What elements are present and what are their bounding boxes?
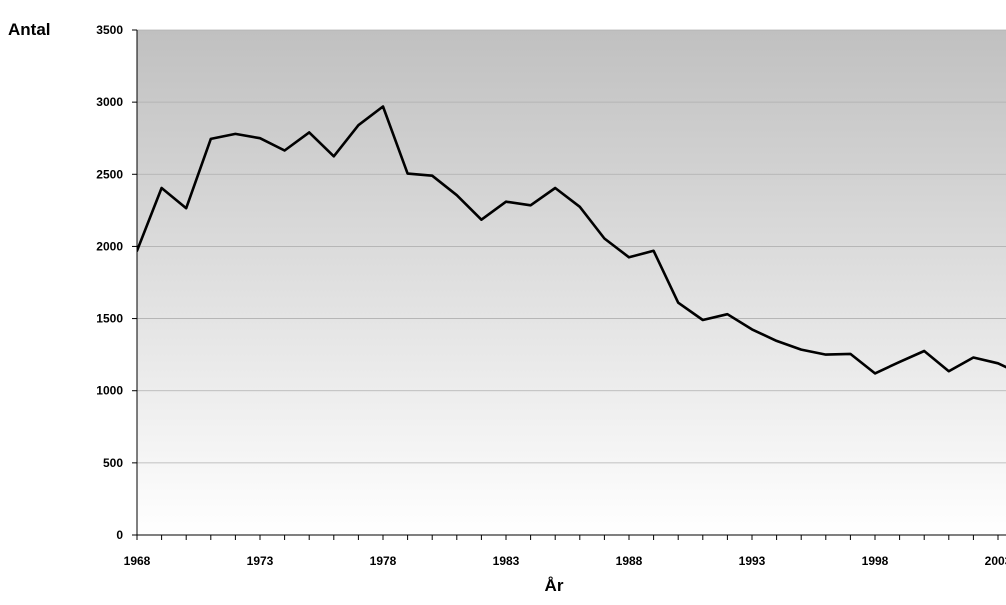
x-tick-label: 1998 xyxy=(862,554,889,568)
x-tick-label: 1973 xyxy=(247,554,274,568)
y-tick-label: 3000 xyxy=(96,95,123,109)
tick-labels: 0 500 1000 1500 2000 2500 3000 3500 1968 1973 1978… xyxy=(96,23,1006,568)
y-axis-title: Antal xyxy=(8,20,51,39)
y-tick-label: 2500 xyxy=(96,167,123,181)
y-tick-label: 500 xyxy=(103,456,123,470)
y-tick-label: 0 xyxy=(116,528,123,542)
gridlines xyxy=(137,29,1006,464)
x-tick-label: 1978 xyxy=(370,554,397,568)
plot-area xyxy=(137,30,1006,535)
x-tick-label: 1988 xyxy=(616,554,643,568)
x-axis-title: År xyxy=(545,576,564,595)
axes xyxy=(132,29,1006,540)
x-tick-label: 1993 xyxy=(739,554,766,568)
series-line xyxy=(137,105,1006,375)
y-tick-label: 3500 xyxy=(96,23,123,37)
y-tick-label: 1000 xyxy=(96,384,123,398)
y-tick-label: 2000 xyxy=(96,239,123,253)
x-tick-label: 1983 xyxy=(493,554,520,568)
y-tick-label: 1500 xyxy=(96,312,123,326)
x-tick-label: 2003 xyxy=(985,554,1006,568)
x-tick-label: 1968 xyxy=(124,554,151,568)
series-layer xyxy=(137,105,1006,375)
